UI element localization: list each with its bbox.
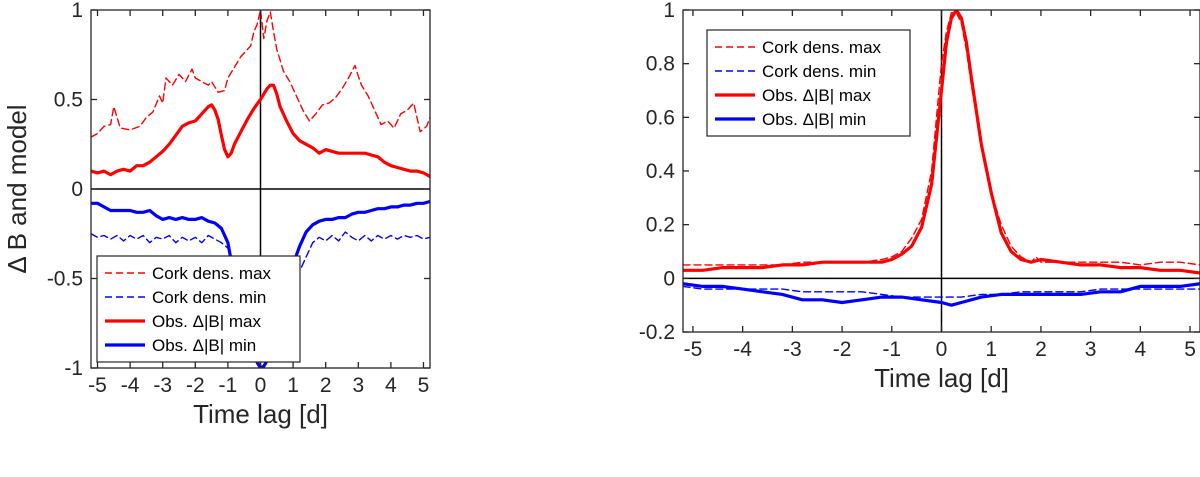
x-tick-label: -2 bbox=[186, 374, 205, 397]
x-tick-label: 2 bbox=[320, 374, 332, 397]
x-axis-label: Time lag [d] bbox=[874, 363, 1009, 393]
y-tick-label: 0.5 bbox=[54, 89, 83, 112]
x-tick-label: 0 bbox=[255, 374, 267, 397]
series-line-cork-dens-min bbox=[683, 285, 1200, 298]
x-tick-label: -3 bbox=[153, 374, 172, 397]
x-tick-label: 2 bbox=[1035, 338, 1047, 361]
x-tick-label: -1 bbox=[219, 374, 238, 397]
legend-entry-label: Cork dens. min bbox=[762, 62, 876, 81]
x-tick-label: -4 bbox=[733, 338, 752, 361]
x-tick-label: -5 bbox=[684, 338, 703, 361]
series-line-obs-b-min bbox=[91, 199, 430, 368]
legend-entry-label: Obs. Δ|B| min bbox=[152, 336, 256, 355]
y-tick-label: -1 bbox=[64, 357, 83, 380]
y-axis-label: Δ B and model bbox=[2, 104, 32, 273]
x-tick-label: 3 bbox=[1085, 338, 1097, 361]
y-tick-label: -0.5 bbox=[47, 268, 83, 291]
legend-entry-label: Cork dens. max bbox=[152, 264, 272, 283]
legend: Cork dens. max Cork dens. min Obs. Δ|B| ma… bbox=[706, 29, 911, 137]
legend: Cork dens. max Cork dens. min Obs. Δ|B| ma… bbox=[96, 255, 301, 363]
series-line-obs-b-max bbox=[91, 83, 430, 179]
legend-entry-label: Obs. Δ|B| max bbox=[152, 312, 261, 331]
x-tick-label: 1 bbox=[287, 374, 299, 397]
y-tick-label: 0 bbox=[71, 178, 83, 201]
y-tick-label: 0 bbox=[663, 267, 675, 290]
series-line-cork-dens-max bbox=[91, 10, 430, 138]
y-tick-label: -0.2 bbox=[639, 321, 675, 344]
x-tick-label: 4 bbox=[385, 374, 397, 397]
x-tick-label: -4 bbox=[121, 374, 140, 397]
y-tick-label: 0.4 bbox=[646, 160, 676, 183]
y-tick-label: 1 bbox=[71, 0, 83, 22]
legend-entry-label: Obs. Δ|B| min bbox=[762, 110, 866, 129]
x-tick-label: -1 bbox=[882, 338, 901, 361]
series-line-obs-b-max bbox=[683, 10, 1200, 275]
x-tick-label: 4 bbox=[1135, 338, 1147, 361]
x-tick-label: -2 bbox=[833, 338, 852, 361]
series-line-obs-b-min bbox=[683, 282, 1200, 307]
x-axis-label: Time lag [d] bbox=[193, 399, 328, 429]
x-tick-label: -5 bbox=[88, 374, 107, 397]
x-tick-label: 5 bbox=[1184, 338, 1196, 361]
series-group bbox=[683, 10, 1200, 307]
legend-entry-label: Cork dens. max bbox=[762, 38, 882, 57]
x-tick-label: 5 bbox=[418, 374, 430, 397]
y-tick-label: 1 bbox=[663, 0, 675, 22]
y-tick-label: 0.6 bbox=[646, 106, 675, 129]
x-tick-label: -3 bbox=[783, 338, 802, 361]
legend-entry-label: Cork dens. min bbox=[152, 288, 266, 307]
y-tick-label: 0.2 bbox=[646, 214, 675, 237]
x-tick-label: 0 bbox=[936, 338, 948, 361]
x-tick-label: 3 bbox=[352, 374, 364, 397]
series-group bbox=[91, 10, 430, 368]
legend-entry-label: Obs. Δ|B| max bbox=[762, 86, 871, 105]
y-tick-label: 0.8 bbox=[646, 53, 675, 76]
x-tick-label: 1 bbox=[985, 338, 997, 361]
